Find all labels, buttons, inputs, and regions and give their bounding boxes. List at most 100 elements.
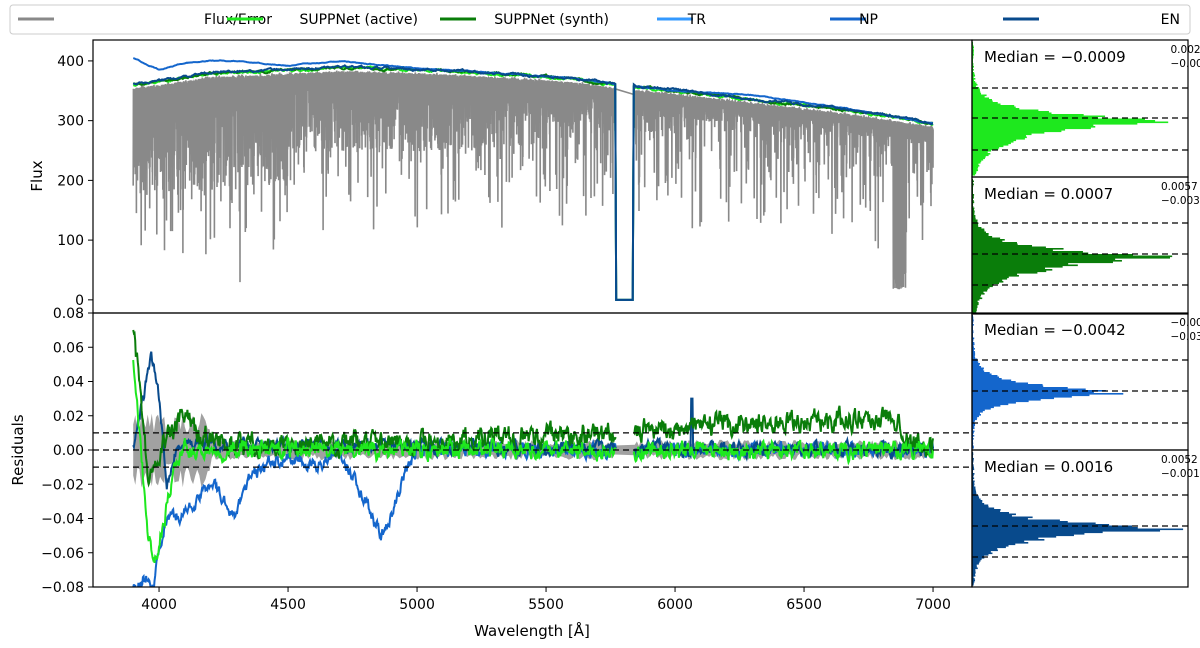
histogram-bar [972, 101, 993, 103]
histogram-bar [972, 236, 992, 238]
median-upper: 0.0057 [1161, 181, 1198, 193]
y-tick-label: 100 [57, 233, 84, 249]
histogram-bar [972, 500, 982, 502]
histogram-bar [972, 241, 1002, 243]
flux-panel [133, 58, 933, 300]
histogram-bar [972, 399, 1041, 401]
histogram-bar [972, 138, 1025, 140]
x-tick-label: 4500 [270, 597, 306, 613]
histogram-bar [972, 402, 1016, 404]
histogram-bar [972, 113, 1051, 115]
histogram-bar [972, 368, 984, 370]
histogram-bar [972, 92, 980, 94]
histogram-bar [972, 527, 1138, 529]
histogram-bar [972, 506, 989, 508]
histogram-bar [972, 95, 987, 97]
histogram-bar [972, 295, 981, 297]
histogram-bar [972, 257, 1170, 259]
histogram-bar [972, 521, 1068, 523]
y-axis-label-flux: Flux [28, 160, 46, 191]
histogram-bar [972, 311, 976, 313]
histogram-bar [972, 119, 1145, 121]
x-axis-label: Wavelength [Å] [474, 621, 590, 640]
histogram-bar [972, 398, 1054, 400]
y-tick-label: 0.04 [53, 375, 84, 391]
histogram-bar [972, 378, 1002, 380]
histogram-bar [972, 158, 985, 160]
histogram-bar [972, 505, 988, 507]
histogram-bar [972, 253, 1088, 255]
histogram-bar [972, 493, 976, 495]
histogram-bar [972, 170, 978, 172]
histogram-bar [972, 286, 993, 288]
histogram-bar [972, 539, 1044, 541]
histogram-bar [972, 568, 978, 570]
histogram-bar [972, 131, 1061, 133]
histogram-bar [972, 283, 999, 285]
histogram-bar [972, 529, 1183, 531]
histogram-bar [972, 83, 976, 85]
y-tick-label: 400 [57, 54, 84, 70]
histogram-bar [972, 560, 981, 562]
histogram-bar [972, 518, 1028, 520]
histogram-bar [972, 550, 998, 552]
histogram-bar [972, 512, 1009, 514]
y-tick-label: −0.04 [41, 512, 84, 528]
histogram-bar [972, 251, 1083, 253]
legend-label: TR [687, 12, 707, 28]
histogram-bar [972, 274, 1017, 276]
histogram-bar [972, 515, 1012, 517]
median-label: Median = 0.0016 [984, 458, 1113, 476]
histogram-bar [972, 377, 999, 379]
histogram-bar [972, 509, 1001, 511]
histogram-bar [972, 120, 1155, 122]
histogram-bar [972, 417, 977, 419]
y-tick-label: −0.06 [41, 546, 84, 562]
histogram-bar [972, 369, 983, 371]
histogram-bar [972, 401, 1029, 403]
histogram-bar [972, 256, 1172, 258]
x-tick-label: 7000 [915, 597, 951, 613]
legend-label: EN [1161, 12, 1180, 28]
histogram-bar [972, 108, 1019, 110]
histogram-bar [972, 541, 1024, 543]
legend-label: SUPPNet (active) [299, 12, 418, 28]
histogram-bar [972, 230, 984, 232]
histogram-bar [972, 511, 1000, 513]
y-tick-label: 200 [57, 173, 84, 189]
histogram-bar [972, 414, 981, 416]
histogram-bar [972, 530, 1160, 532]
histogram-bar [972, 289, 988, 291]
median-lower: −0.0016 [1161, 468, 1200, 480]
histogram-bar [972, 514, 1016, 516]
histogram-bar [972, 362, 978, 364]
histogram-bar [972, 491, 976, 493]
histogram-bar [972, 125, 1093, 127]
histogram-bar [972, 566, 977, 568]
histogram-bar [972, 278, 1007, 280]
histogram-bar [972, 363, 980, 365]
histogram-bar [972, 84, 977, 86]
y-tick-label: −0.02 [41, 477, 84, 493]
histogram-bar [972, 307, 977, 309]
y-tick-label: 0.08 [53, 306, 84, 322]
histogram-bar [972, 497, 979, 499]
histogram-bar [972, 520, 1060, 522]
histogram-bar [972, 523, 1096, 525]
residuals-panel [93, 330, 972, 592]
histogram-bar [972, 269, 1052, 271]
y-tick-label: 0.00 [53, 443, 84, 459]
histogram-bar [972, 544, 1015, 546]
histogram-bar [972, 508, 994, 510]
histogram-bar [972, 302, 979, 304]
y-tick-label: 300 [57, 114, 84, 130]
legend: Flux/ErrorSUPPNet (active)SUPPNet (synth… [10, 5, 1190, 34]
histogram-bar [972, 411, 983, 413]
histogram-bar [972, 387, 1068, 389]
